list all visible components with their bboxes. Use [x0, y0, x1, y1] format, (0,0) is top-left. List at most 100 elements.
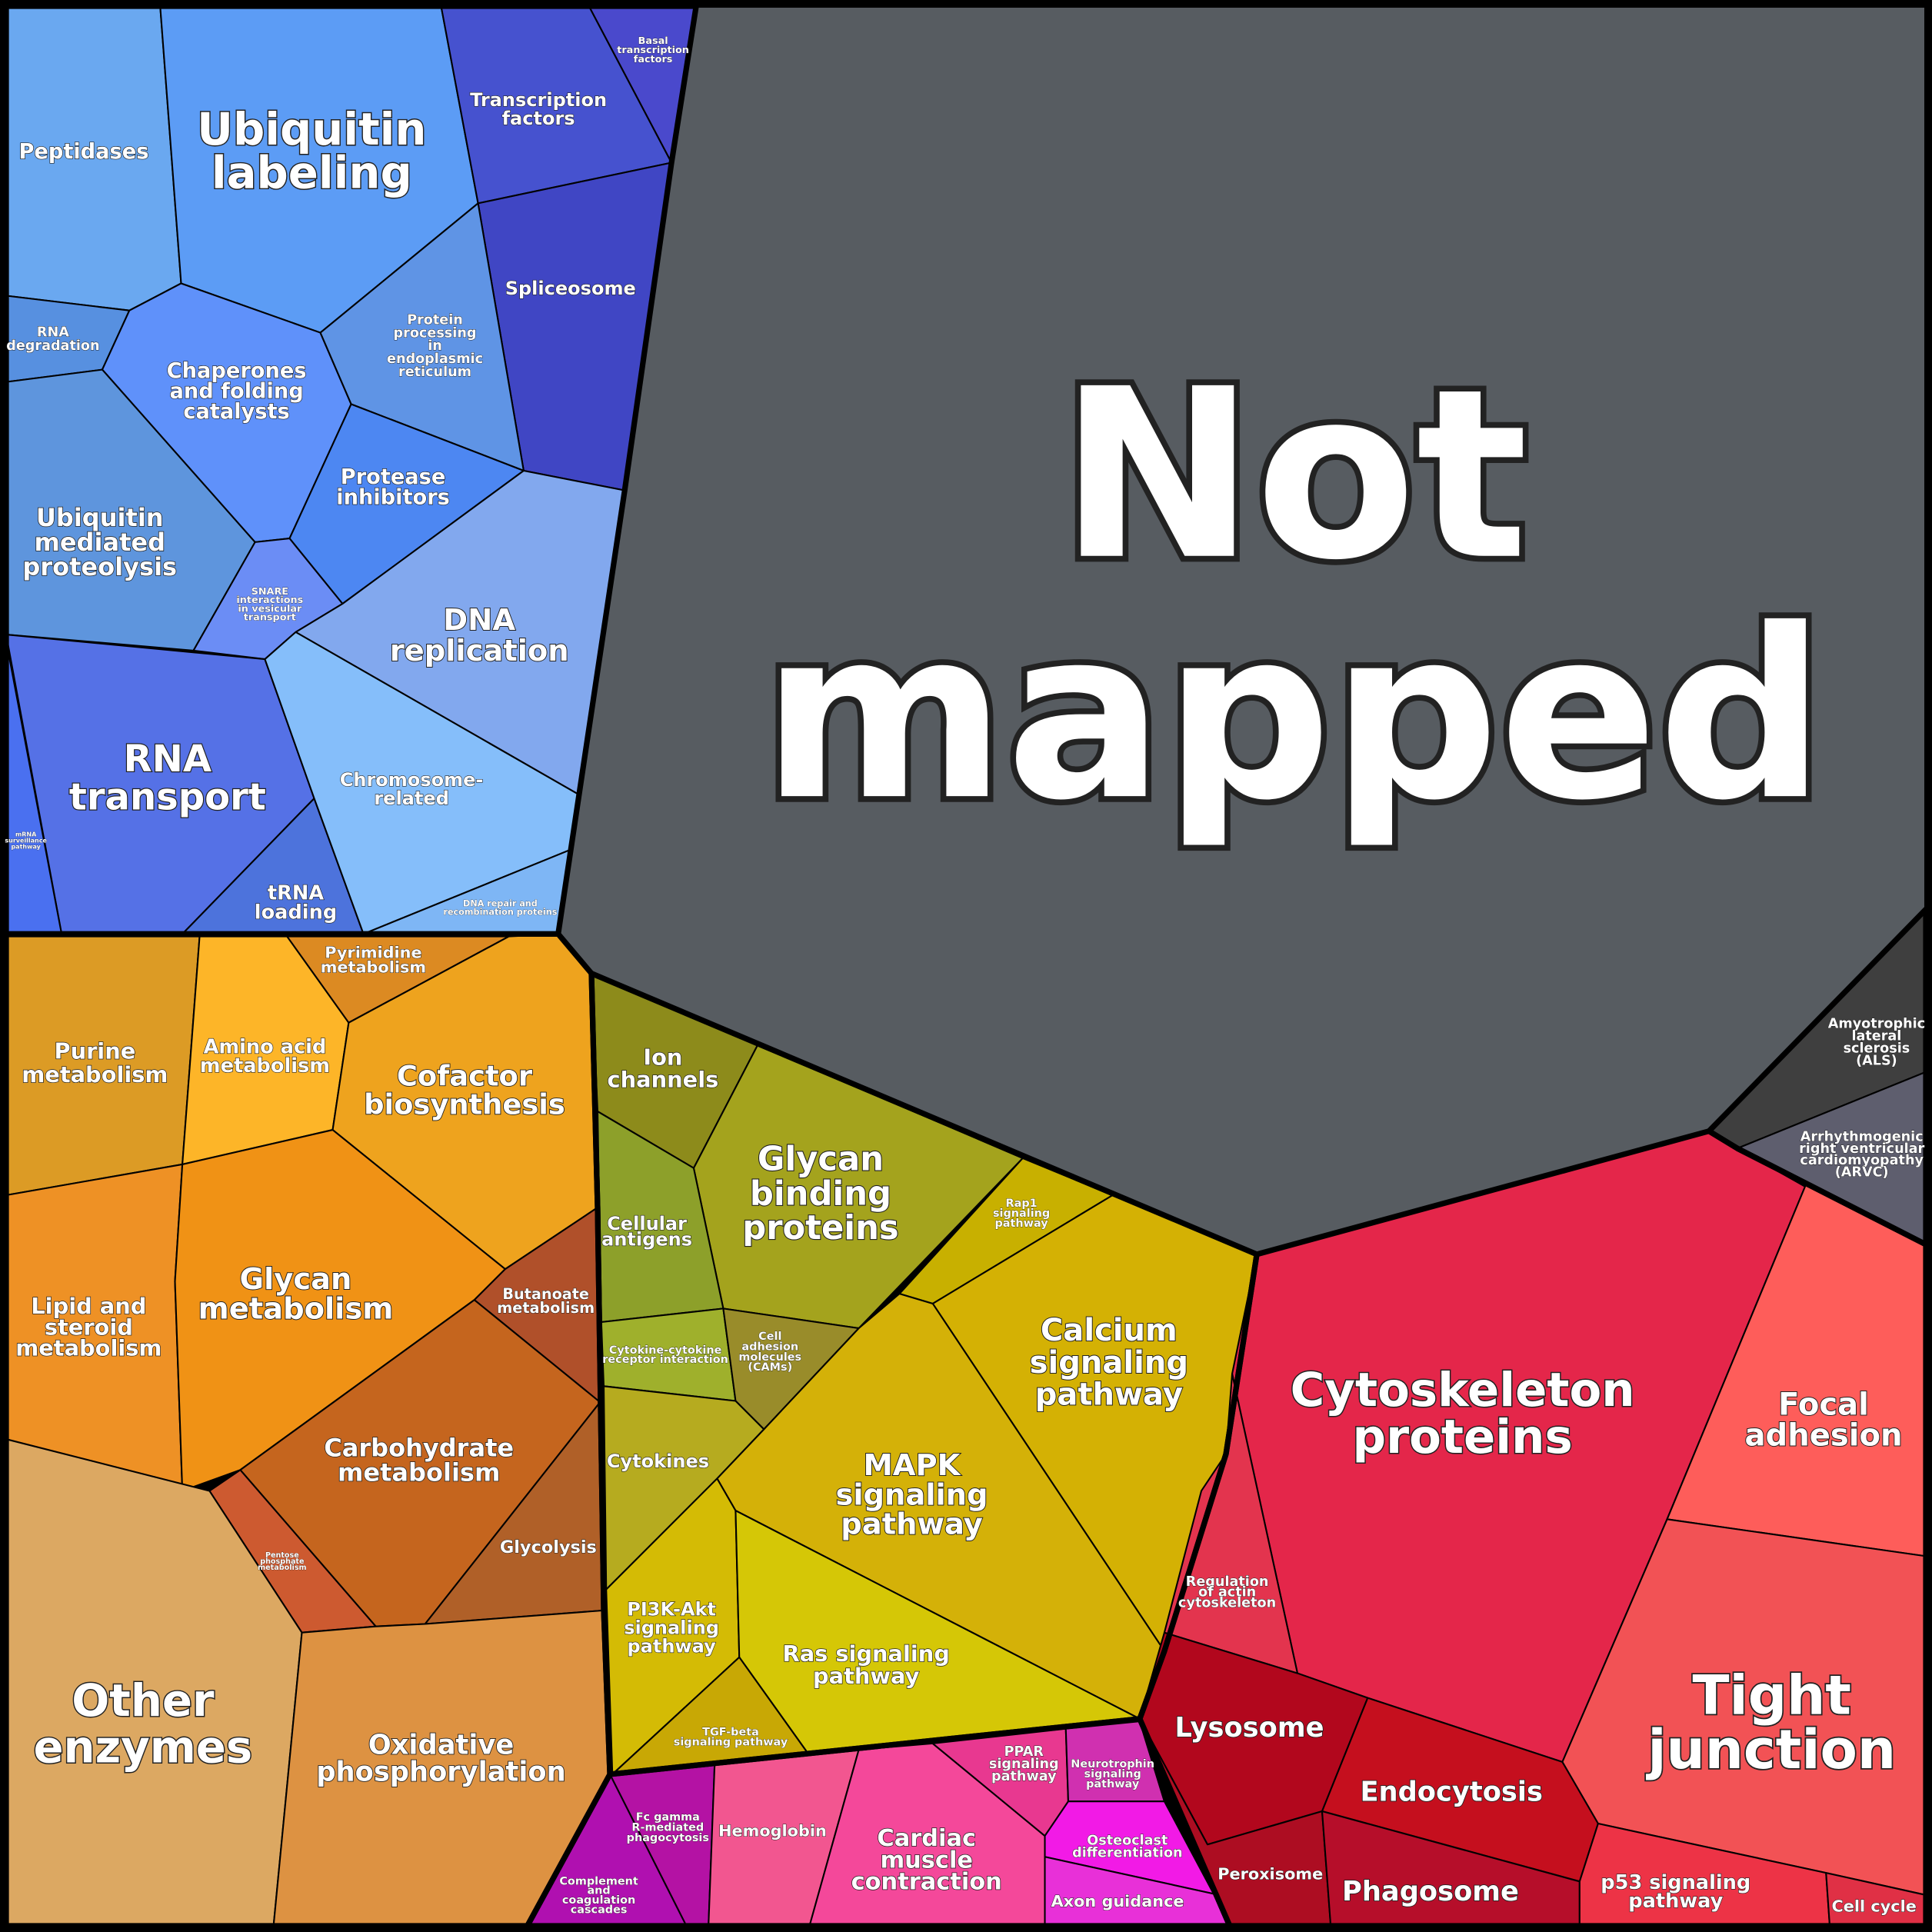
cell-label: SNARE interactions in vesicular transport [236, 585, 303, 623]
label-line: signaling pathway [674, 1736, 788, 1748]
label-line: transport [69, 776, 266, 819]
cell-label: Purine metabolism [22, 1038, 168, 1088]
label-line: p53 signaling [1601, 1871, 1750, 1894]
label-line: PPAR [1004, 1744, 1044, 1760]
label-line: Purine [54, 1038, 135, 1064]
label-line: biosynthesis [364, 1088, 565, 1121]
label-line: coagulation [562, 1894, 635, 1907]
label-line: Lysosome [1174, 1712, 1324, 1744]
label-line: receptor interaction [602, 1354, 728, 1366]
cell-label: Lysosome [1174, 1712, 1324, 1744]
label-line: Pyrimidine [325, 943, 421, 961]
label-line: interactions [236, 595, 303, 606]
cell-label: Chaperones and folding catalysts [167, 359, 307, 424]
cell-label: Peroxisome [1217, 1865, 1323, 1884]
label-line: Cofactor [397, 1059, 533, 1092]
label-line: phosphorylation [316, 1756, 565, 1787]
label-line: recombination proteins [443, 907, 557, 917]
cell-label: p53 signaling pathway [1601, 1871, 1750, 1913]
cell-label: DNA repair and recombination proteins [443, 898, 557, 917]
cell-label: Other enzymes [33, 1674, 252, 1774]
label-line: Cytokines [607, 1451, 709, 1472]
label-line: Carbohydrate [324, 1433, 514, 1462]
cell-label: Cellular antigens [601, 1213, 692, 1251]
label-line: phagocytosis [627, 1832, 709, 1844]
cell-label: Oxidative phosphorylation [316, 1729, 565, 1787]
cell-label: Neurotrophin signaling pathway [1071, 1758, 1154, 1790]
label-line: differentiation [1072, 1845, 1182, 1860]
label-line: lateral [1851, 1028, 1901, 1044]
cell-label: Cytokines [607, 1451, 709, 1472]
label-line: adhesion [1745, 1417, 1903, 1453]
cell-label: Peptidases [18, 140, 148, 164]
label-line: Fc gamma [636, 1811, 700, 1824]
label-line: mRNA [15, 831, 37, 838]
label-line: Protease [341, 465, 446, 488]
cell-label: Cytokine-cytokine receptor interaction [602, 1344, 728, 1366]
label-line: DNA repair and [463, 898, 538, 908]
label-line: surveillance [5, 837, 47, 844]
label-line: and [587, 1885, 610, 1897]
label-line: pathway [1086, 1778, 1140, 1790]
label-line: enzymes [33, 1721, 252, 1774]
cell-label: Cardiac muscle contraction [851, 1825, 1002, 1895]
label-line: Tight [1692, 1664, 1851, 1727]
cell-label: Cell adhesion molecules (CAMs) [738, 1331, 801, 1374]
label-line: channels [608, 1066, 719, 1092]
label-line: in vesicular [238, 603, 302, 615]
label-line: Complement [559, 1875, 638, 1887]
cell-label: MAPK signaling pathway [835, 1447, 988, 1541]
label-line: Ubiquitin [36, 503, 164, 532]
label-line: Transcription [470, 89, 607, 111]
cell-label: DNA replication [390, 602, 569, 668]
label-line: pathway [813, 1663, 920, 1689]
label-line: signaling [624, 1617, 719, 1638]
cell-label: Rap1 signaling pathway [993, 1198, 1050, 1230]
cell-label: Cytoskeleton proteins [1291, 1363, 1635, 1464]
label-line: Cytokine-cytokine [609, 1344, 722, 1357]
label-line: proteins [742, 1209, 898, 1247]
label-line: PI3K-Akt [627, 1598, 716, 1620]
cell-label: RNA transport [69, 738, 266, 819]
label-line: replication [390, 633, 569, 668]
cell-label: Complement and coagulation cascades [559, 1875, 638, 1916]
cell-label: Carbohydrate metabolism [324, 1433, 514, 1487]
label-line: pathway [1628, 1890, 1723, 1913]
cell-label: Spliceosome [505, 278, 636, 299]
label-line: catalysts [183, 400, 289, 424]
label-line: Ubiquitin [197, 103, 426, 155]
cell [1044, 1800, 1215, 1895]
cell-label: TGF-beta signaling pathway [674, 1726, 788, 1748]
cell-label: Glycan binding proteins [742, 1141, 898, 1248]
label-line: endoplasmic [387, 351, 483, 367]
label-line: signaling [1030, 1345, 1188, 1381]
cell-label: Amino acid metabolism [200, 1036, 330, 1078]
label-line: of actin [1198, 1585, 1256, 1601]
label-line: Other [72, 1674, 215, 1727]
label-line: Glycolysis [500, 1537, 597, 1557]
label-line: junction [1645, 1718, 1896, 1781]
cell-label: Glycolysis [500, 1537, 597, 1557]
label-line: Lipid and [31, 1293, 146, 1319]
label-line: Regulation [1186, 1574, 1269, 1590]
label-line: processing [394, 325, 477, 341]
cell-label: Glycan metabolism [198, 1261, 394, 1325]
label-line: proteolysis [22, 552, 177, 581]
label-line: Ras signaling [783, 1641, 950, 1667]
label-line: metabolism [198, 1291, 394, 1326]
cell-label: Arrhythmogenic right ventricular cardiomyo… [1799, 1130, 1924, 1181]
label-line: mediated [34, 528, 165, 557]
label-line: Calcium [1041, 1313, 1178, 1348]
cell-label: Ras signaling pathway [783, 1641, 950, 1689]
label-line: (CAMs) [748, 1361, 792, 1374]
label-line: RNA [37, 325, 69, 341]
label-line: right ventricular [1799, 1141, 1924, 1157]
cell-label: Phagosome [1342, 1876, 1519, 1907]
label-line: Not [1059, 338, 1527, 611]
label-line: phosphate [260, 1557, 305, 1565]
label-line: Osteoclast [1087, 1833, 1168, 1848]
cell-label: Fc gamma R-mediated phagocytosis [627, 1811, 709, 1844]
label-line: metabolism [497, 1298, 595, 1316]
